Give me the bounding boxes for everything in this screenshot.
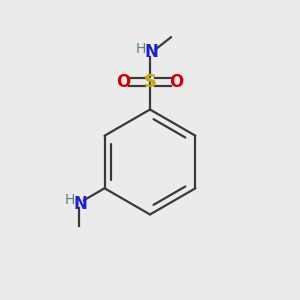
Text: O: O <box>116 73 131 91</box>
Text: S: S <box>143 73 157 91</box>
Text: N: N <box>145 43 158 61</box>
Text: O: O <box>169 73 184 91</box>
Text: H: H <box>136 42 146 56</box>
Text: H: H <box>64 193 75 207</box>
Text: N: N <box>73 195 87 213</box>
